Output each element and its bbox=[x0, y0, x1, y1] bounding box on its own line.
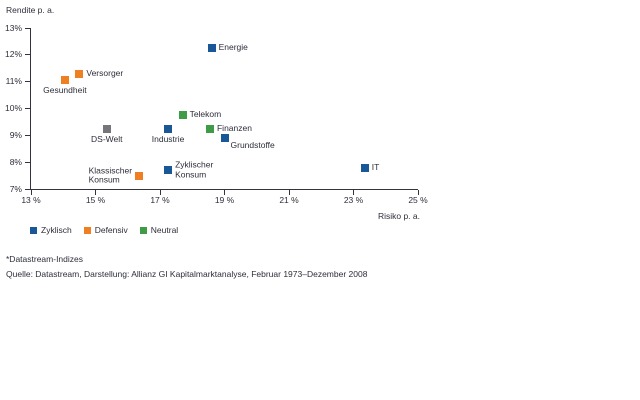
data-point-industrie bbox=[164, 124, 173, 133]
y-tick-mark bbox=[25, 188, 30, 190]
y-tick-mark bbox=[25, 81, 30, 83]
y-tick-label: 12% bbox=[4, 49, 22, 60]
data-point-label: Grundstoffe bbox=[230, 140, 275, 151]
data-point-versorger bbox=[75, 69, 84, 78]
data-point-it bbox=[360, 163, 369, 172]
data-point-label: Finanzen bbox=[216, 122, 252, 133]
data-point-label: Energie bbox=[218, 42, 248, 53]
x-tick-mark bbox=[95, 190, 96, 195]
footnote-indices: *Datastream-Indizes bbox=[6, 254, 84, 264]
data-point-telekom bbox=[178, 111, 187, 120]
y-tick-label: 9% bbox=[9, 129, 22, 140]
data-point-klassischer bbox=[135, 171, 144, 180]
legend-swatch-zyklisch bbox=[30, 226, 37, 234]
data-point-zyklischer bbox=[164, 166, 173, 175]
data-point-label: Zyklischer Konsum bbox=[175, 159, 214, 180]
y-tick-label: 8% bbox=[9, 156, 22, 167]
y-tick-mark bbox=[25, 54, 30, 56]
x-tick-mark bbox=[159, 190, 161, 195]
data-point-grundstoffe bbox=[220, 134, 229, 143]
y-tick-label: 10% bbox=[4, 103, 22, 113]
legend-swatch-defensiv bbox=[83, 226, 91, 234]
y-tick-mark bbox=[25, 27, 30, 29]
legend-item-neutral: Neutral bbox=[139, 225, 179, 235]
legend: Zyklisch Defensiv Neutral bbox=[30, 225, 178, 235]
x-tick-label: 19 % bbox=[214, 195, 235, 205]
data-point-ds-welt bbox=[102, 124, 111, 133]
legend-item-zyklisch: Zyklisch bbox=[30, 225, 72, 235]
x-tick-mark bbox=[417, 190, 419, 195]
y-tick-label: 7% bbox=[9, 183, 22, 194]
x-tick-label: 17 % bbox=[150, 195, 170, 205]
y-tick-label: 11% bbox=[5, 76, 22, 87]
y-axis-title: Rendite p. a. bbox=[6, 5, 55, 15]
plot-area: 13% 12% 11% 10% 9% 8% 7% 13 % 15 % 17 % 19 % 21 % 23… bbox=[5, 23, 428, 205]
x-tick-label: 21 % bbox=[279, 195, 299, 205]
x-tick-label: 23 % bbox=[343, 195, 364, 205]
legend-label: Zyklisch bbox=[41, 225, 72, 235]
x-tick-label: 25 % bbox=[408, 195, 428, 205]
y-tick-label: 13% bbox=[4, 22, 22, 33]
x-tick-mark bbox=[224, 190, 225, 195]
data-point-finanzen bbox=[205, 124, 214, 133]
y-tick-mark bbox=[25, 108, 30, 109]
legend-swatch-neutral bbox=[139, 226, 147, 234]
x-tick-label: 15 % bbox=[85, 195, 106, 205]
data-point-label: Gesundheit bbox=[43, 85, 87, 96]
data-point-gesundheit bbox=[60, 76, 69, 85]
data-point-label: Versorger bbox=[86, 67, 124, 78]
legend-item-defensiv: Defensiv bbox=[83, 225, 128, 235]
legend-label: Defensiv bbox=[94, 225, 128, 235]
data-point-label: Telekom bbox=[189, 109, 222, 120]
data-point-label: Industrie bbox=[151, 133, 185, 144]
y-tick-mark bbox=[25, 134, 30, 136]
y-tick-mark bbox=[25, 161, 30, 163]
data-point-energie bbox=[207, 44, 216, 53]
data-point-label: IT bbox=[371, 161, 380, 172]
legend-label: Neutral bbox=[150, 225, 179, 235]
x-tick-label: 13 % bbox=[21, 195, 41, 205]
x-tick-mark bbox=[30, 190, 32, 195]
x-tick-mark bbox=[288, 190, 290, 195]
footnote-source: Quelle: Datastream, Darstellung: Allianz… bbox=[6, 269, 368, 279]
x-tick-mark bbox=[353, 190, 354, 195]
data-point-label: DS-Welt bbox=[91, 133, 123, 144]
data-point-label: Klassischer Konsum bbox=[88, 165, 133, 185]
x-axis-title: Risiko p. a. bbox=[377, 211, 420, 221]
